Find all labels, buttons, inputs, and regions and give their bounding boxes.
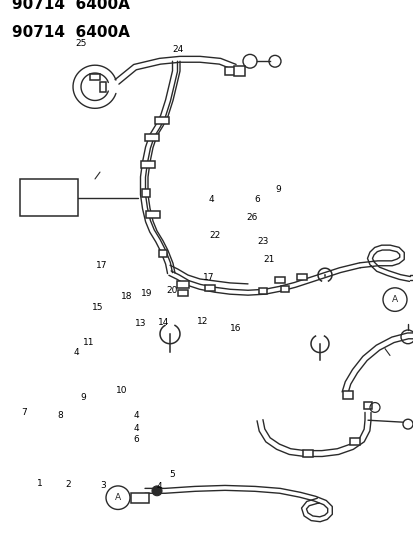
Text: 3: 3 [100,481,106,490]
Text: 18: 18 [120,292,132,301]
Circle shape [152,486,161,496]
Text: 22: 22 [209,231,221,239]
Bar [142,189,150,197]
Bar [131,493,149,503]
Bar [224,67,236,75]
Bar [90,74,100,80]
Text: 21: 21 [263,255,274,264]
Bar [349,438,359,445]
Text: 16: 16 [230,324,241,333]
Bar [177,281,189,288]
Bar [342,391,352,399]
Text: A: A [115,493,121,502]
Text: 12: 12 [197,317,208,326]
Text: 8: 8 [57,411,63,420]
Text: 4: 4 [208,195,214,204]
Bar [233,66,244,76]
Text: 6: 6 [254,195,260,204]
Text: 7: 7 [21,408,27,417]
Bar [159,249,166,257]
Text: 4: 4 [133,411,139,420]
Bar [204,285,214,291]
Text: 9: 9 [275,184,280,193]
Bar [141,161,154,168]
Text: 9: 9 [80,393,85,401]
Text: 19: 19 [141,289,152,298]
Bar [259,288,266,294]
Text: 4: 4 [156,482,162,491]
Bar [146,211,159,217]
Text: 4: 4 [133,424,139,433]
Bar [154,117,169,124]
Bar [302,450,312,457]
Bar [178,290,188,296]
Text: 25: 25 [75,39,86,47]
Text: 20: 20 [166,286,177,295]
Text: 26: 26 [245,213,257,222]
Text: 1: 1 [36,479,42,488]
Bar [296,274,306,280]
Bar [100,82,106,92]
Text: 90714  6400A: 90714 6400A [12,0,130,12]
Text: 10: 10 [116,386,128,395]
Text: 24: 24 [172,45,183,54]
Text: 17: 17 [203,273,214,282]
Text: 4: 4 [74,348,79,357]
Text: 5: 5 [169,470,174,479]
Bar [363,401,371,409]
Text: 13: 13 [135,319,146,328]
Bar [145,134,159,141]
Text: 17: 17 [95,261,107,270]
Text: 2: 2 [65,480,71,489]
Text: 90714  6400A: 90714 6400A [12,25,130,40]
Text: 11: 11 [83,338,95,346]
Bar [20,179,78,216]
Text: 23: 23 [256,237,268,246]
Text: 15: 15 [91,303,103,312]
Text: 6: 6 [133,435,139,445]
Bar [280,286,288,292]
Text: 14: 14 [157,318,169,327]
Text: A: A [391,295,397,304]
Bar [274,277,284,283]
